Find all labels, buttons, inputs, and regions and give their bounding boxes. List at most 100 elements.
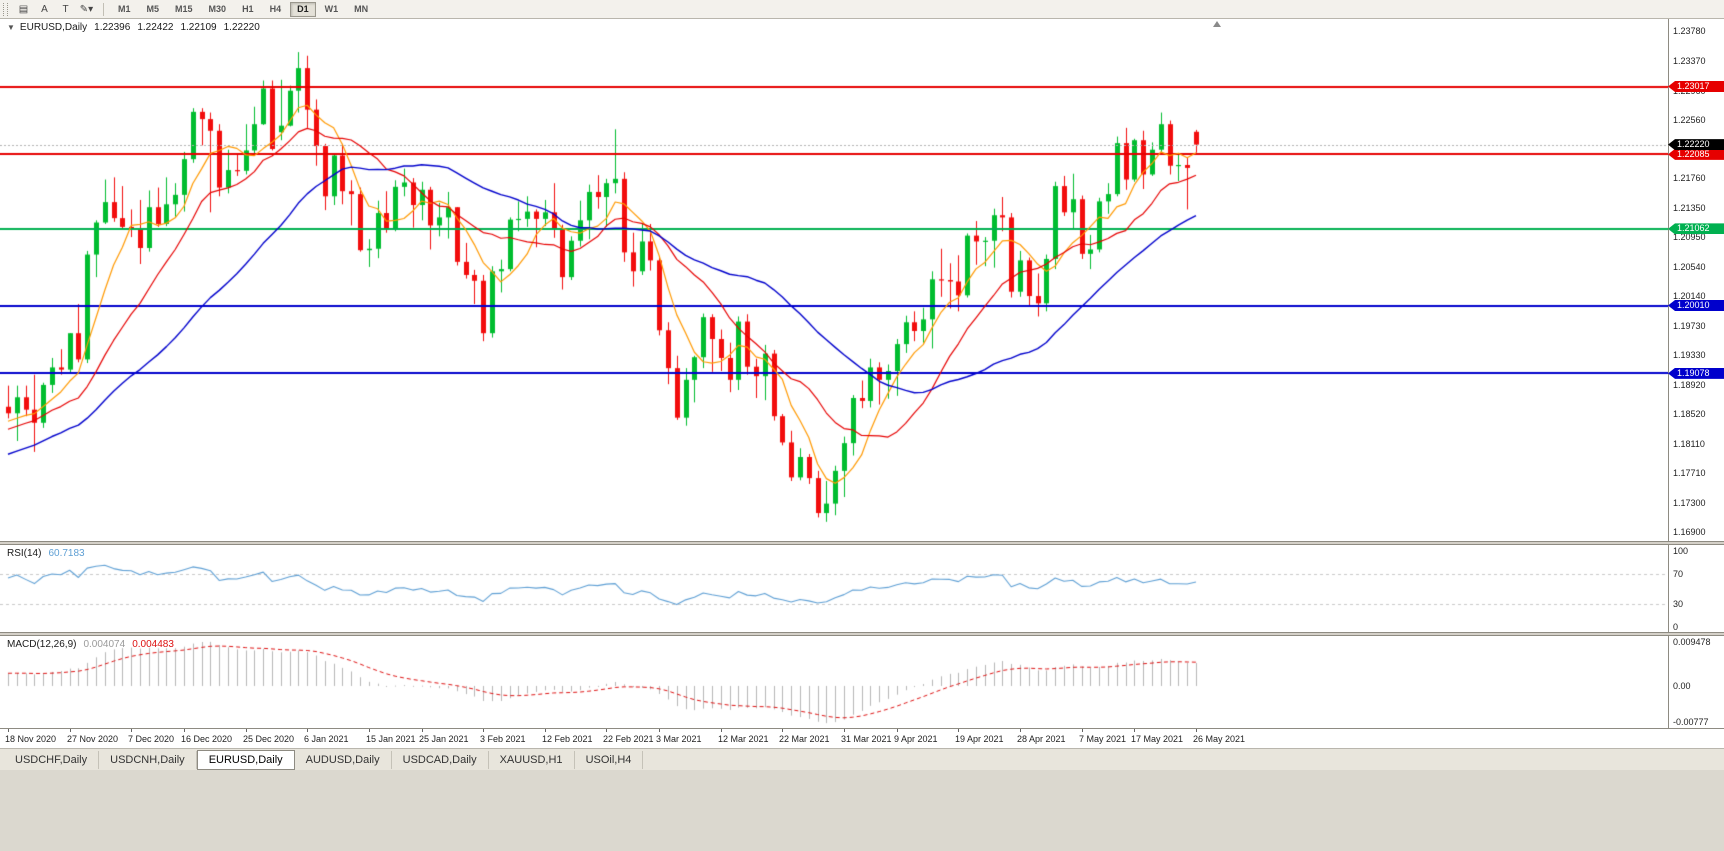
time-axis-label: 7 Dec 2020 [128,734,175,744]
time-axis-label: 12 Feb 2021 [542,734,593,744]
chart-tab-usdchf-daily[interactable]: USDCHF,Daily [4,750,100,769]
price-chart-canvas[interactable] [0,19,1668,541]
price-level-badge: 1.20010 [1668,300,1724,312]
one-click-trading-arrow-icon[interactable]: ▼ [7,23,15,32]
rsi-name: RSI(14) [7,548,42,559]
ohlc-close-value: 1.22220 [223,22,260,33]
timeframe-button-m1[interactable]: M1 [118,4,131,14]
time-axis-label: 9 Apr 2021 [894,734,938,744]
chart-tab-xauusd-h1[interactable]: XAUUSD,H1 [489,750,575,769]
price-axis-label: 1.20140 [1673,291,1706,302]
time-axis-label: 22 Mar 2021 [779,734,830,744]
timeframe-button-h4[interactable]: H4 [269,4,282,14]
chart-tab-bar: USDCHF,Daily USDCNH,Daily EURUSD,Daily AUDU… [0,748,1724,770]
time-axis-tick [545,729,546,732]
macd-main-value: 0.004074 [83,639,126,650]
rsi-canvas[interactable] [0,545,1668,632]
timeframes-group: M1 M5 M15 M30 H1 H4 D1 W1 MN [111,1,375,17]
toolbar-drag-handle[interactable] [3,2,8,16]
price-axis-label: 0.00 [1673,680,1691,691]
price-axis-label: 30 [1673,599,1684,610]
price-axis-label: 1.20540 [1673,261,1706,272]
price-axis-label: 100 [1673,546,1689,556]
time-axis-label: 15 Jan 2021 [366,734,416,744]
price-axis-label: 1.18920 [1673,379,1706,390]
templates-grid-icon[interactable]: ▤ [18,3,29,15]
text-label-tool-button[interactable]: T [62,3,69,15]
price-level-badge: 1.23017 [1668,81,1724,93]
price-axis-border [1668,19,1669,748]
time-axis-tick [307,729,308,732]
chart-tab-audusd-daily[interactable]: AUDUSD,Daily [295,750,392,769]
time-axis-label: 16 Dec 2020 [181,734,233,744]
timeframe-button-m5[interactable]: M5 [146,4,160,14]
timeframe-button-m30[interactable]: M30 [208,4,227,14]
time-axis-tick [246,729,247,732]
price-axis-label: 1.19730 [1673,320,1706,331]
time-axis-tick [782,729,783,732]
status-bar [0,770,1724,851]
chart-symbol-label: EURUSD,Daily [19,22,88,33]
timeframe-button-m15[interactable]: M15 [175,4,193,14]
price-axis-label: 1.20950 [1673,232,1706,243]
pane-splitter[interactable] [0,541,1724,545]
timeframe-button-mn[interactable]: MN [354,4,369,14]
price-axis-label: 1.19330 [1673,350,1706,361]
time-axis[interactable]: 18 Nov 2020 27 Nov 2020 7 Dec 2020 16 Dec 2… [0,728,1724,748]
chart-tab-eurusd-daily[interactable]: EURUSD,Daily [196,749,295,770]
pane-splitter[interactable] [0,632,1724,636]
time-axis-tick [897,729,898,732]
price-axis-label: 1.17300 [1673,497,1706,508]
price-axis-label: 0 [1673,622,1679,632]
current-price-badge: 1.22220 [1668,139,1724,151]
macd-canvas[interactable] [0,636,1668,728]
time-axis-tick [1134,729,1135,732]
time-axis-label: 31 Mar 2021 [841,734,892,744]
chart-header: ▼ EURUSD,Daily 1.22396 1.22422 1.22109 1… [7,22,260,33]
timeframe-button-d1[interactable]: D1 [290,1,316,17]
rsi-header: RSI(14) 60.7183 [7,548,85,559]
time-axis-label: 22 Feb 2021 [603,734,654,744]
time-axis-label: 25 Jan 2021 [419,734,469,744]
time-axis-tick [422,729,423,732]
time-axis-tick [844,729,845,732]
price-axis[interactable]: 1.237801.233701.229601.225601.221501.217… [1668,19,1724,748]
price-axis-label: 1.16900 [1673,527,1706,537]
rsi-value: 60.7183 [48,548,85,559]
time-axis-label: 26 May 2021 [1193,734,1246,744]
time-axis-tick [184,729,185,732]
timeframe-button-h1[interactable]: H1 [242,4,254,14]
price-level-badge: 1.22085 [1668,148,1724,160]
price-axis-label: 1.23780 [1673,26,1706,36]
text-a-tool-button[interactable]: A [41,3,48,15]
time-axis-tick [8,729,9,732]
macd-pane: MACD(12,26,9) 0.004074 0.004483 [0,636,1724,728]
price-axis-label: -0.00777 [1673,717,1709,727]
time-axis-tick [1196,729,1197,732]
time-axis-tick [1020,729,1021,732]
time-axis-tick [483,729,484,732]
price-axis-label: 1.22560 [1673,114,1706,125]
time-axis-label: 6 Jan 2021 [304,734,349,744]
main-chart-pane: ▼ EURUSD,Daily 1.22396 1.22422 1.22109 1… [0,19,1724,541]
time-axis-tick [369,729,370,732]
price-level-badge: 1.19078 [1668,367,1724,379]
chart-tab-usdcnh-daily[interactable]: USDCNH,Daily [99,750,197,769]
draw-tools-dropdown-button[interactable]: ✎▾ [79,3,94,15]
rsi-pane: RSI(14) 60.7183 [0,545,1724,632]
ohlc-low-value: 1.22109 [180,22,217,33]
timeframe-button-w1[interactable]: W1 [324,4,339,14]
chart-tab-usdcad-daily[interactable]: USDCAD,Daily [392,750,489,769]
ohlc-open-value: 1.22396 [94,22,131,33]
time-axis-label: 3 Mar 2021 [656,734,702,744]
time-axis-tick [606,729,607,732]
chart-tab-usoil-h4[interactable]: USOil,H4 [575,750,644,769]
toolbar-separator [103,2,104,16]
chart-shift-marker-icon[interactable] [1213,21,1221,27]
time-axis-label: 25 Dec 2020 [243,734,295,744]
time-axis-tick [659,729,660,732]
chart-window: ▼ EURUSD,Daily 1.22396 1.22422 1.22109 1… [0,19,1724,748]
time-axis-label: 3 Feb 2021 [480,734,526,744]
price-axis-label: 1.23370 [1673,55,1706,66]
time-axis-label: 19 Apr 2021 [955,734,1004,744]
